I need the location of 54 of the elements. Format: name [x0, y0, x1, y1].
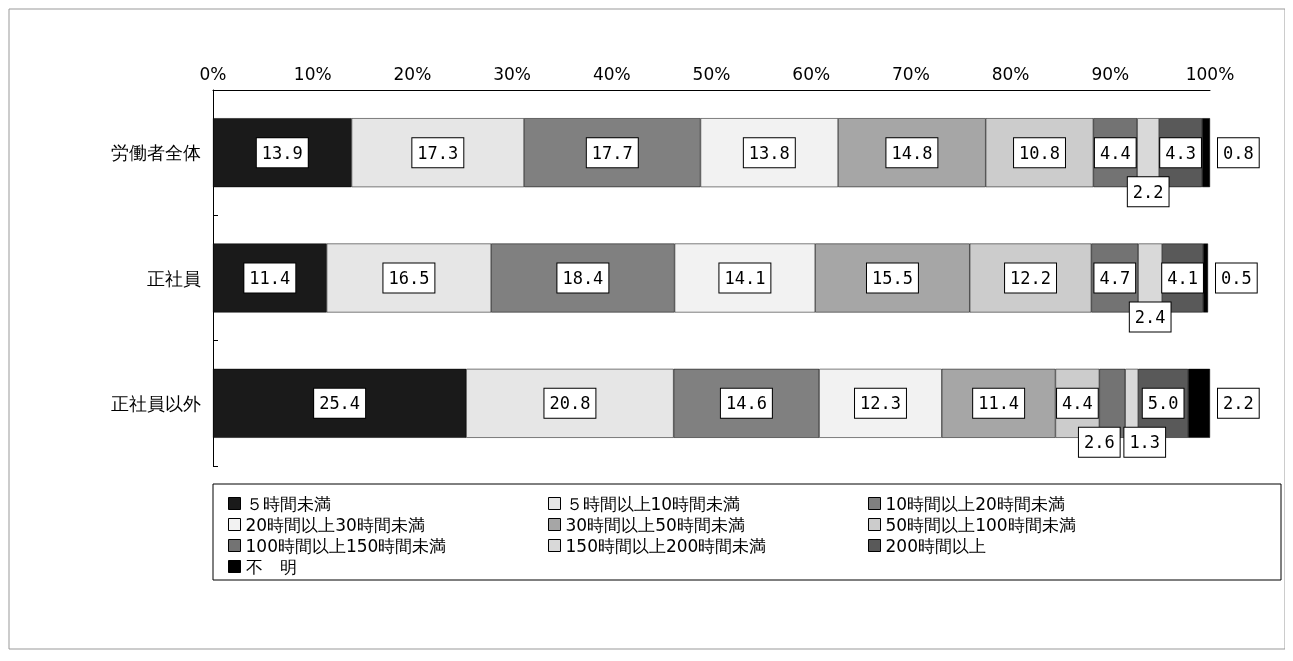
x-tick-label: 10% [293, 63, 332, 84]
data-label: 0.5 [1221, 268, 1252, 288]
legend-label: 100時間以上150時間未満 [245, 535, 447, 556]
data-label: 5.0 [1147, 393, 1179, 414]
legend-label: 10時間以上20時間未満 [885, 493, 1065, 514]
x-tick-label: 40% [592, 63, 631, 84]
data-label: 4.1 [1167, 268, 1198, 288]
legend-label: 30時間以上50時間未満 [565, 514, 745, 535]
legend-label: 200時間以上 [885, 535, 986, 556]
data-label: 12.3 [860, 393, 901, 414]
data-label: 2.6 [1083, 432, 1115, 453]
x-tick-label: 90% [1091, 63, 1130, 84]
data-label: 4.4 [1099, 142, 1131, 163]
x-tick-label: 30% [493, 63, 531, 84]
x-tick-label: 80% [991, 63, 1030, 84]
data-label: 14.8 [891, 142, 933, 163]
data-label: 2.4 [1134, 306, 1166, 327]
data-label: 4.3 [1165, 142, 1196, 163]
x-tick-label: 70% [892, 63, 930, 84]
data-label: 4.4 [1062, 393, 1093, 414]
data-label: 10.8 [1019, 142, 1060, 163]
data-label: 14.1 [724, 268, 766, 288]
data-label: 16.5 [388, 268, 430, 288]
x-tick-label: 50% [692, 63, 731, 84]
data-label: 18.4 [562, 268, 604, 288]
data-label: 12.2 [1010, 268, 1052, 288]
legend-label: 150時間以上200時間未満 [565, 535, 767, 556]
data-label: 4.7 [1099, 268, 1131, 288]
data-label: 0.8 [1223, 142, 1254, 163]
data-label: 11.4 [249, 268, 291, 288]
data-label: 1.3 [1129, 432, 1161, 453]
data-label: 17.7 [591, 142, 633, 163]
data-label: 20.8 [549, 393, 591, 414]
x-tick-label: 0% [199, 63, 227, 84]
legend-label: 不 明 [245, 556, 297, 577]
legend-label: 20時間以上30時間未満 [245, 514, 425, 535]
data-label: 15.5 [871, 268, 913, 288]
y-tick-label: 労働者全体 [111, 142, 201, 164]
data-label: 17.3 [417, 142, 459, 163]
x-tick-label: 20% [393, 63, 432, 84]
y-tick-label: 正社員以外 [111, 392, 201, 414]
data-label: 11.4 [978, 393, 1020, 414]
data-label: 13.9 [261, 142, 303, 163]
x-tick-label: 100% [1185, 63, 1235, 84]
data-label: 2.2 [1132, 181, 1164, 202]
data-label: 13.8 [748, 142, 790, 163]
data-label: 14.6 [725, 393, 767, 414]
legend-label: ５時間未満 [245, 493, 331, 514]
data-label: 2.2 [1223, 393, 1254, 414]
data-label: 25.4 [319, 393, 361, 414]
legend-label: ５時間以上10時間未満 [565, 493, 741, 514]
x-tick-label: 60% [792, 63, 831, 84]
y-tick-label: 正社員 [147, 267, 201, 289]
legend-label: 50時間以上100時間未満 [885, 514, 1076, 535]
